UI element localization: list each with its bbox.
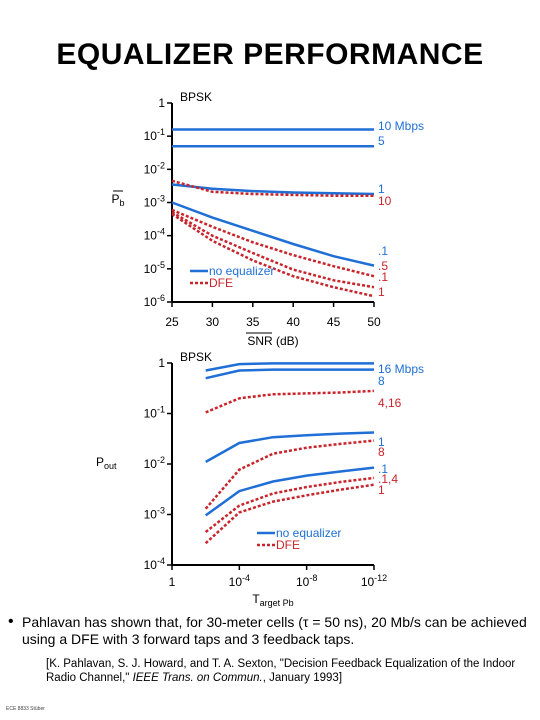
y-tick-label: 10-2 bbox=[144, 160, 165, 176]
series-label: 1 bbox=[378, 435, 385, 449]
y-tick-label: 10-3 bbox=[144, 506, 165, 522]
series-line bbox=[171, 211, 375, 289]
y-tick-label: 1 bbox=[158, 356, 165, 370]
y-tick-label: 1 bbox=[158, 96, 165, 110]
series-line bbox=[204, 476, 375, 533]
legend-label-dfe: DFE bbox=[276, 538, 300, 552]
series-label: 8 bbox=[378, 374, 385, 388]
chart-annotation: BPSK bbox=[180, 90, 212, 104]
series-label: 4,16 bbox=[378, 396, 402, 410]
x-tick-label: 10-4 bbox=[229, 573, 250, 589]
x-axis-label: Target Pb bbox=[252, 592, 293, 608]
series-line bbox=[171, 208, 375, 278]
series-line bbox=[205, 362, 374, 372]
reference-block: [K. Pahlavan, S. J. Howard, and T. A. Se… bbox=[46, 657, 526, 685]
y-axis-label: Pb bbox=[111, 192, 124, 208]
series-line bbox=[171, 201, 375, 267]
chart-2: 1 10-1 10-2 10-3 10-4 1 10-4 10-8 10-12 BPSK Targe… bbox=[96, 350, 424, 608]
y-tick-label: 10-4 bbox=[144, 227, 165, 243]
y-tick-label: 10-2 bbox=[144, 455, 165, 471]
series-label: 10 bbox=[378, 194, 392, 208]
y-tick-label: 10-4 bbox=[144, 556, 165, 572]
y-tick-label: 10-3 bbox=[144, 194, 165, 210]
series-line bbox=[205, 368, 374, 380]
series-line bbox=[205, 389, 375, 414]
series-label: .1,4 bbox=[378, 472, 398, 486]
bullet-text-block: • Pahlavan has shown that, for 30-meter … bbox=[8, 613, 527, 648]
series-label: 16 Mbps bbox=[378, 362, 424, 376]
chart-1: 1 10-1 10-2 10-3 10-4 10-5 10-625 30 35 40 45 50 BPS… bbox=[111, 90, 424, 348]
series-label: 1 bbox=[378, 182, 385, 196]
footer-text: ECE 8833 Stüber bbox=[6, 706, 45, 712]
series-label: .1 bbox=[378, 244, 388, 258]
series-line bbox=[171, 212, 375, 298]
series-label: .1 bbox=[378, 270, 388, 284]
series-line bbox=[205, 431, 375, 463]
y-tick-label: 10-5 bbox=[144, 260, 165, 276]
x-tick-label: 45 bbox=[327, 315, 341, 329]
x-tick-label: 40 bbox=[287, 315, 301, 329]
x-tick-label: 50 bbox=[367, 315, 381, 329]
reference-prefix: [K. Pahlavan, S. J. Howard, and T. A. Se… bbox=[46, 658, 516, 684]
y-tick-label: 10-6 bbox=[144, 293, 165, 309]
series-label: 1 bbox=[378, 285, 385, 299]
legend-label-dfe: DFE bbox=[209, 276, 233, 290]
x-tick-label: 1 bbox=[169, 575, 176, 589]
legend-label-no-equalizer: no equalizer bbox=[209, 264, 274, 278]
series-line bbox=[204, 439, 375, 510]
series-label: 10 Mbps bbox=[378, 119, 424, 133]
x-tick-label: 35 bbox=[246, 315, 260, 329]
x-tick-label: 30 bbox=[206, 315, 220, 329]
bullet-text: Pahlavan has shown that, for 30-meter ce… bbox=[22, 614, 527, 647]
series-label: 8 bbox=[378, 445, 385, 459]
slide-title: EQUALIZER PERFORMANCE bbox=[56, 38, 484, 71]
y-axis-label: Pout bbox=[96, 455, 117, 471]
series-label: .5 bbox=[378, 259, 388, 273]
bullet-icon: • bbox=[8, 613, 14, 630]
x-tick-label: 10-8 bbox=[296, 573, 317, 589]
y-tick-label: 10-1 bbox=[144, 405, 165, 421]
reference-journal: IEEE Trans. on Commun. bbox=[132, 672, 263, 684]
x-axis-label: SNR (dB) bbox=[247, 334, 298, 348]
x-tick-label: 10-12 bbox=[361, 573, 387, 589]
series-line bbox=[171, 183, 375, 196]
reference-suffix: , January 1993] bbox=[262, 672, 343, 684]
series-line bbox=[204, 466, 375, 517]
x-tick-label: 25 bbox=[165, 315, 179, 329]
chart-annotation: BPSK bbox=[180, 350, 212, 364]
series-label: 5 bbox=[378, 134, 385, 148]
legend-label-no-equalizer: no equalizer bbox=[276, 526, 341, 540]
series-label: .1 bbox=[378, 462, 388, 476]
series-line bbox=[171, 179, 374, 197]
y-tick-label: 10-1 bbox=[144, 127, 165, 143]
series-label: 1 bbox=[378, 483, 385, 497]
series-line bbox=[204, 483, 375, 545]
